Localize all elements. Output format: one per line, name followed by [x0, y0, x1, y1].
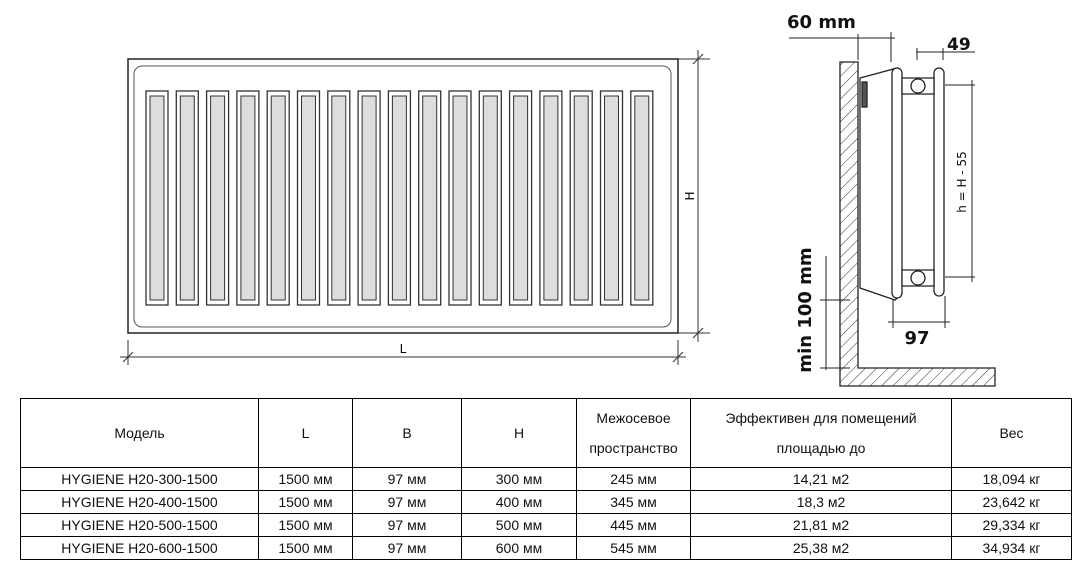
cell-h: 400 мм: [461, 490, 577, 514]
floor-gap-label: min 100 mm: [795, 247, 816, 372]
slot-inner: [361, 95, 377, 301]
wall-and-floor: [839, 61, 996, 387]
front-view: H L: [120, 50, 710, 365]
cell-weight: 18,094 кг: [951, 467, 1072, 491]
panel-depth-label: 49: [947, 35, 971, 55]
slots: [145, 90, 654, 306]
header-h: H: [461, 398, 577, 468]
slot-inner: [240, 95, 256, 301]
cell-b: 97 мм: [352, 490, 462, 514]
cell-l: 1500 мм: [258, 513, 353, 537]
wall-gap-label: 60 mm: [787, 12, 856, 33]
cell-h: 300 мм: [461, 467, 577, 491]
slot-inner: [301, 95, 316, 301]
length-label: L: [400, 342, 407, 356]
cell-l: 1500 мм: [258, 536, 353, 560]
slot-inner: [422, 95, 438, 301]
slot-inner: [482, 95, 498, 301]
slot-inner: [210, 95, 226, 301]
slot-inner: [331, 95, 347, 301]
slot-inner: [513, 95, 529, 301]
radiator-drawing: H L 60 mm 49 h = H - 55 min 100 mm 97: [120, 12, 996, 387]
cell-weight: 34,934 кг: [951, 536, 1072, 560]
cell-h: 600 мм: [461, 536, 577, 560]
cell-b: 97 мм: [352, 467, 462, 491]
cell-axis-distance: 345 мм: [576, 490, 691, 514]
slot-inner: [543, 95, 559, 301]
cell-area: 25,38 м2: [690, 536, 952, 560]
cell-axis-distance: 445 мм: [576, 513, 691, 537]
header-weight: Вес: [951, 398, 1072, 468]
header-l: L: [258, 398, 353, 468]
header-area: Эффективен для помещений площадью до: [690, 398, 952, 468]
cell-area: 18,3 м2: [690, 490, 952, 514]
table-row: HYGIENE H20-600-1500 1500 мм 97 мм 600 мм 54…: [20, 536, 1072, 560]
cell-model: HYGIENE H20-600-1500: [20, 536, 259, 560]
header-axis-distance: Межосевое пространство: [576, 398, 691, 468]
table-row: HYGIENE H20-500-1500 1500 мм 97 мм 500 мм 44…: [20, 513, 1072, 537]
slot-inner: [604, 95, 619, 301]
cell-model: HYGIENE H20-500-1500: [20, 513, 259, 537]
specs-table: Модель L B H Межосевое пространство Эффе…: [20, 398, 1072, 560]
header-b: B: [352, 398, 462, 468]
table-row: HYGIENE H20-300-1500 1500 мм 97 мм 300 мм 24…: [20, 467, 1072, 491]
cell-b: 97 мм: [352, 513, 462, 537]
height-label: H: [683, 191, 697, 200]
slot-inner: [179, 95, 195, 301]
table-row: HYGIENE H20-400-1500 1500 мм 97 мм 400 мм 34…: [20, 490, 1072, 514]
cell-area: 21,81 м2: [690, 513, 952, 537]
cell-axis-distance: 245 мм: [576, 467, 691, 491]
slot-inner: [270, 95, 286, 301]
cell-weight: 29,334 кг: [951, 513, 1072, 537]
cell-l: 1500 мм: [258, 467, 353, 491]
cell-area: 14,21 м2: [690, 467, 952, 491]
slot-inner: [391, 95, 407, 301]
side-view: [789, 32, 996, 387]
cell-weight: 23,642 кг: [951, 490, 1072, 514]
total-depth-label: 97: [904, 328, 929, 349]
cell-l: 1500 мм: [258, 490, 353, 514]
axis-distance-label: h = H - 55: [955, 151, 969, 213]
slot-inner: [634, 95, 650, 301]
table-header: Модель L B H Межосевое пространство Эффе…: [20, 398, 1072, 468]
slot-inner: [573, 95, 589, 301]
cell-axis-distance: 545 мм: [576, 536, 691, 560]
slot-inner: [149, 95, 165, 301]
cell-model: HYGIENE H20-300-1500: [20, 467, 259, 491]
cell-model: HYGIENE H20-400-1500: [20, 490, 259, 514]
slot-inner: [452, 95, 468, 301]
header-model: Модель: [20, 398, 259, 468]
cell-b: 97 мм: [352, 536, 462, 560]
cell-h: 500 мм: [461, 513, 577, 537]
